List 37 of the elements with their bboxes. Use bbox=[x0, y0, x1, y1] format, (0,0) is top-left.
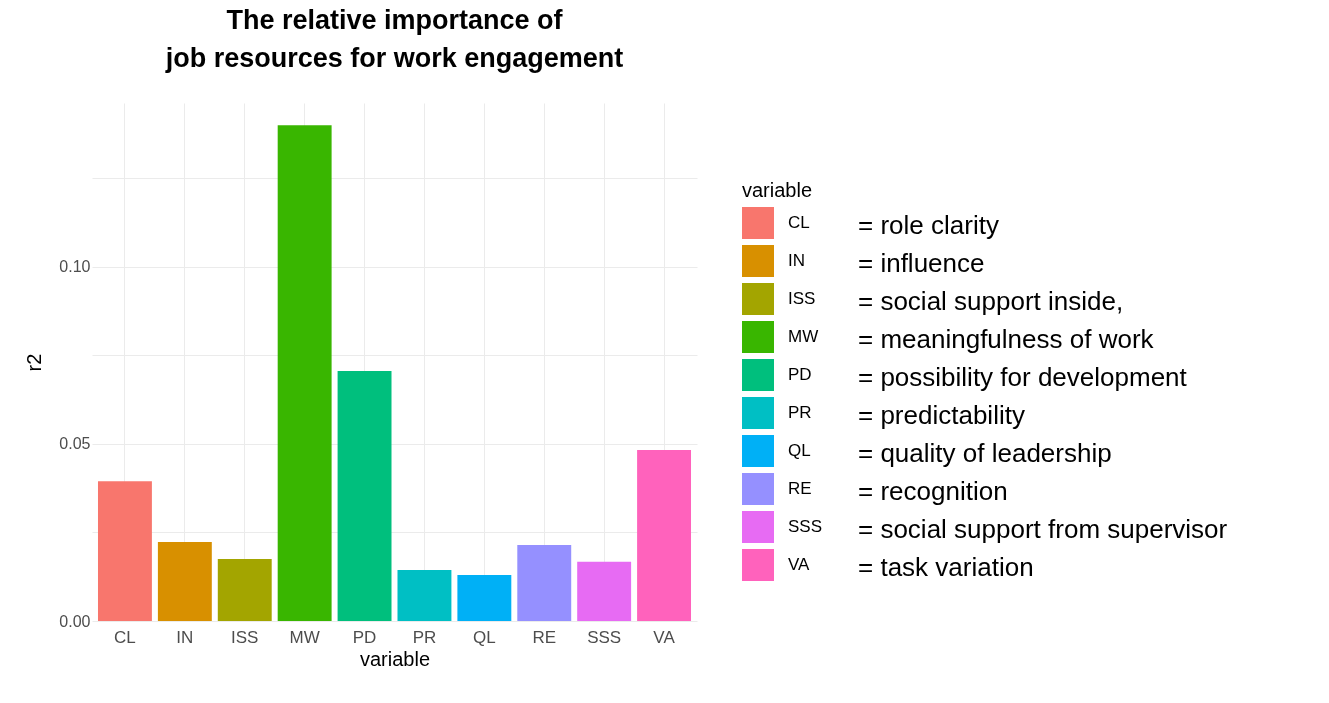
y-tick-label: 0.00 bbox=[59, 612, 91, 630]
x-axis-title: variable bbox=[359, 647, 431, 670]
text: = influence bbox=[858, 248, 985, 278]
text: = meaningfulness of work bbox=[858, 324, 1155, 354]
legend-label: QL bbox=[788, 441, 811, 460]
y-tick-label: 0.05 bbox=[59, 435, 91, 453]
y-axis-title: r2 bbox=[23, 353, 46, 372]
x-tick-label: IN bbox=[176, 627, 194, 647]
text: = quality of leadership bbox=[858, 438, 1112, 468]
x-tick-label: PR bbox=[412, 627, 437, 647]
chart-title: The relative importance of job resources for work engagement bbox=[164, 5, 624, 73]
text: = task variation bbox=[858, 552, 1034, 582]
legend-label: PR bbox=[788, 403, 812, 422]
legend-label: MW bbox=[788, 327, 819, 346]
x-tick-label: RE bbox=[532, 627, 557, 647]
legend-label: SSS bbox=[788, 517, 823, 536]
legend-label: CL bbox=[788, 213, 810, 232]
x-tick-label: ISS bbox=[231, 627, 259, 647]
x-tick-label: SSS bbox=[587, 627, 622, 647]
text: = social support from supervisor bbox=[858, 514, 1228, 544]
text: = predictability bbox=[858, 400, 1025, 430]
x-tick-label: CL bbox=[114, 627, 136, 647]
text: = recognition bbox=[858, 476, 1008, 506]
legend-label: ISS bbox=[788, 289, 816, 308]
legend-label: RE bbox=[788, 479, 812, 498]
text: = role clarity bbox=[858, 210, 999, 240]
x-tick-label: MW bbox=[289, 627, 320, 647]
legend-title: variable bbox=[742, 179, 813, 201]
y-tick-label: 0.10 bbox=[59, 258, 91, 276]
legend-label: PD bbox=[788, 365, 812, 384]
x-tick-label: VA bbox=[653, 627, 676, 647]
legend-label: VA bbox=[788, 555, 811, 574]
x-tick-label: QL bbox=[473, 627, 496, 647]
x-tick-label: PD bbox=[352, 627, 377, 647]
text: = social support inside, bbox=[858, 286, 1124, 316]
legend-label: IN bbox=[788, 251, 805, 270]
text: = possibility for development bbox=[858, 362, 1188, 392]
